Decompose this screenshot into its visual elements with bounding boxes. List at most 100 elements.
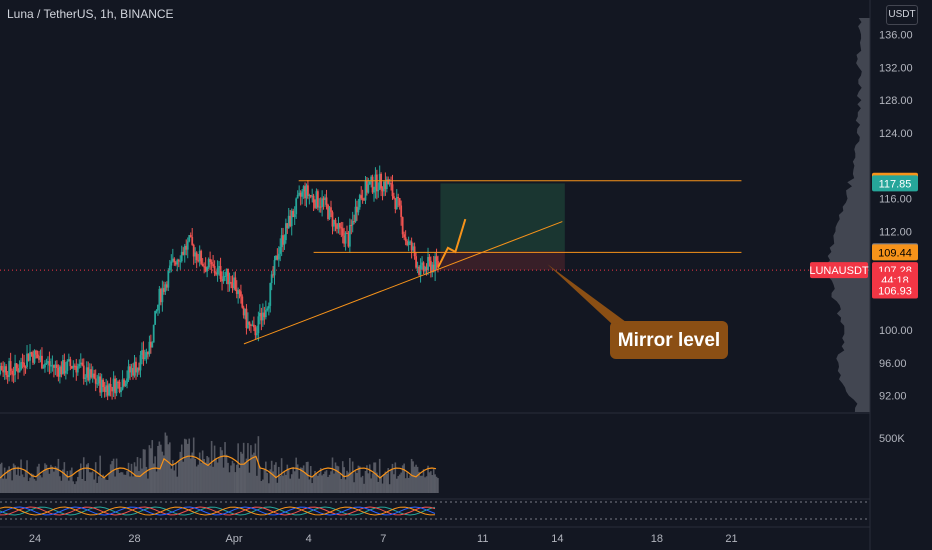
candle-body [15,363,18,369]
candle-body [120,389,122,393]
symbol-tag-label: LUNAUSDT [809,265,869,277]
projection-path[interactable] [437,218,467,268]
candle-body [210,262,213,265]
volume-bar [240,451,242,493]
volume-bar [324,471,326,493]
volume-bar [333,473,335,493]
candle-body [418,266,420,275]
volume-bar [105,479,107,493]
candle-body [24,366,27,368]
candle-body [322,198,325,200]
candle-body [437,260,439,267]
time-tick-label: 7 [380,533,386,545]
candle-body [182,251,185,255]
candle-body [347,233,350,247]
price-tick-label: 100.00 [879,325,913,337]
candle-body [407,241,410,246]
volume-profile [826,18,870,412]
volume-bar [85,464,88,493]
candle-body [144,357,146,360]
volume-bar [424,477,426,493]
volume-bar [224,442,226,493]
time-axis[interactable]: 24 28 Apr 4 7 11 14 18 21 [29,533,738,545]
volume-bar [29,477,31,493]
candle-body [126,378,128,384]
volume-bar [15,474,18,493]
candle-body [251,324,254,326]
candle-body [230,281,232,283]
volume-bar [145,466,148,493]
volume-bar [27,481,30,493]
candle-body [371,176,374,193]
volume-bar [142,449,145,493]
volume-bar [336,465,338,493]
candle-body [201,263,204,267]
volume-bar [251,454,254,493]
candle-body [57,367,60,377]
candle-body [75,366,78,373]
candle-body [219,266,222,280]
candle-body [255,333,258,336]
mirror-level-callout[interactable]: Mirror level [547,264,728,359]
volume-bar [204,462,207,493]
volume-bar [96,482,98,493]
candle-body [273,260,276,276]
drawing-lines[interactable] [0,180,870,345]
volume-bar [225,454,228,493]
candle-body [308,195,311,197]
candle-body [164,284,167,292]
volume-bar [272,471,274,493]
price-tag-label: 109.44 [878,247,912,259]
candle-body [264,310,267,318]
volume-bar [160,444,162,493]
candle-body [427,257,429,271]
candle-body [103,387,106,393]
volume-bar [296,464,299,493]
candle-body [337,222,340,229]
volume-bar [207,457,210,493]
candle-body [14,363,16,375]
candle-body [111,386,114,392]
candle-body [159,288,162,303]
candle-body [138,367,140,371]
volume-bar [404,478,407,493]
candle-body [161,288,164,303]
volume-bar [387,468,390,493]
volume-bar [12,463,15,493]
candle-body [48,361,51,366]
volume-bar [374,462,377,493]
volume-bar [3,467,6,493]
trend-line[interactable] [243,221,563,345]
candle-body [298,192,301,195]
price-axis[interactable]: 136.00 132.00 128.00 124.00 116.00 112.00 100.… [869,0,913,550]
volume-bar [203,459,205,493]
candle-body [135,361,137,373]
volume-bar [366,465,368,493]
candle-body [390,183,392,185]
volume-bar [38,463,40,493]
volume-bar [298,478,300,493]
volume-bar [358,466,361,493]
candle-body [21,362,24,364]
volume-bar [11,480,13,493]
volume-bar [327,476,329,493]
candle-body [213,265,216,273]
volume-bar [194,458,196,493]
candle-body [165,284,168,288]
candle-body [333,219,335,227]
candle-body [36,354,39,359]
candle-body [381,188,384,192]
candle-body [410,241,413,251]
candle-body [350,224,353,226]
volume-bar [191,452,194,493]
candle-body [368,181,371,185]
candle-body [11,370,14,375]
volume-bar [206,455,208,493]
volume-bar [354,471,357,493]
candle-body [188,235,191,242]
volume-bar [129,476,131,493]
candle-body [434,256,437,272]
currency-selector[interactable]: USDT [886,5,918,25]
volume-bar [235,464,238,493]
